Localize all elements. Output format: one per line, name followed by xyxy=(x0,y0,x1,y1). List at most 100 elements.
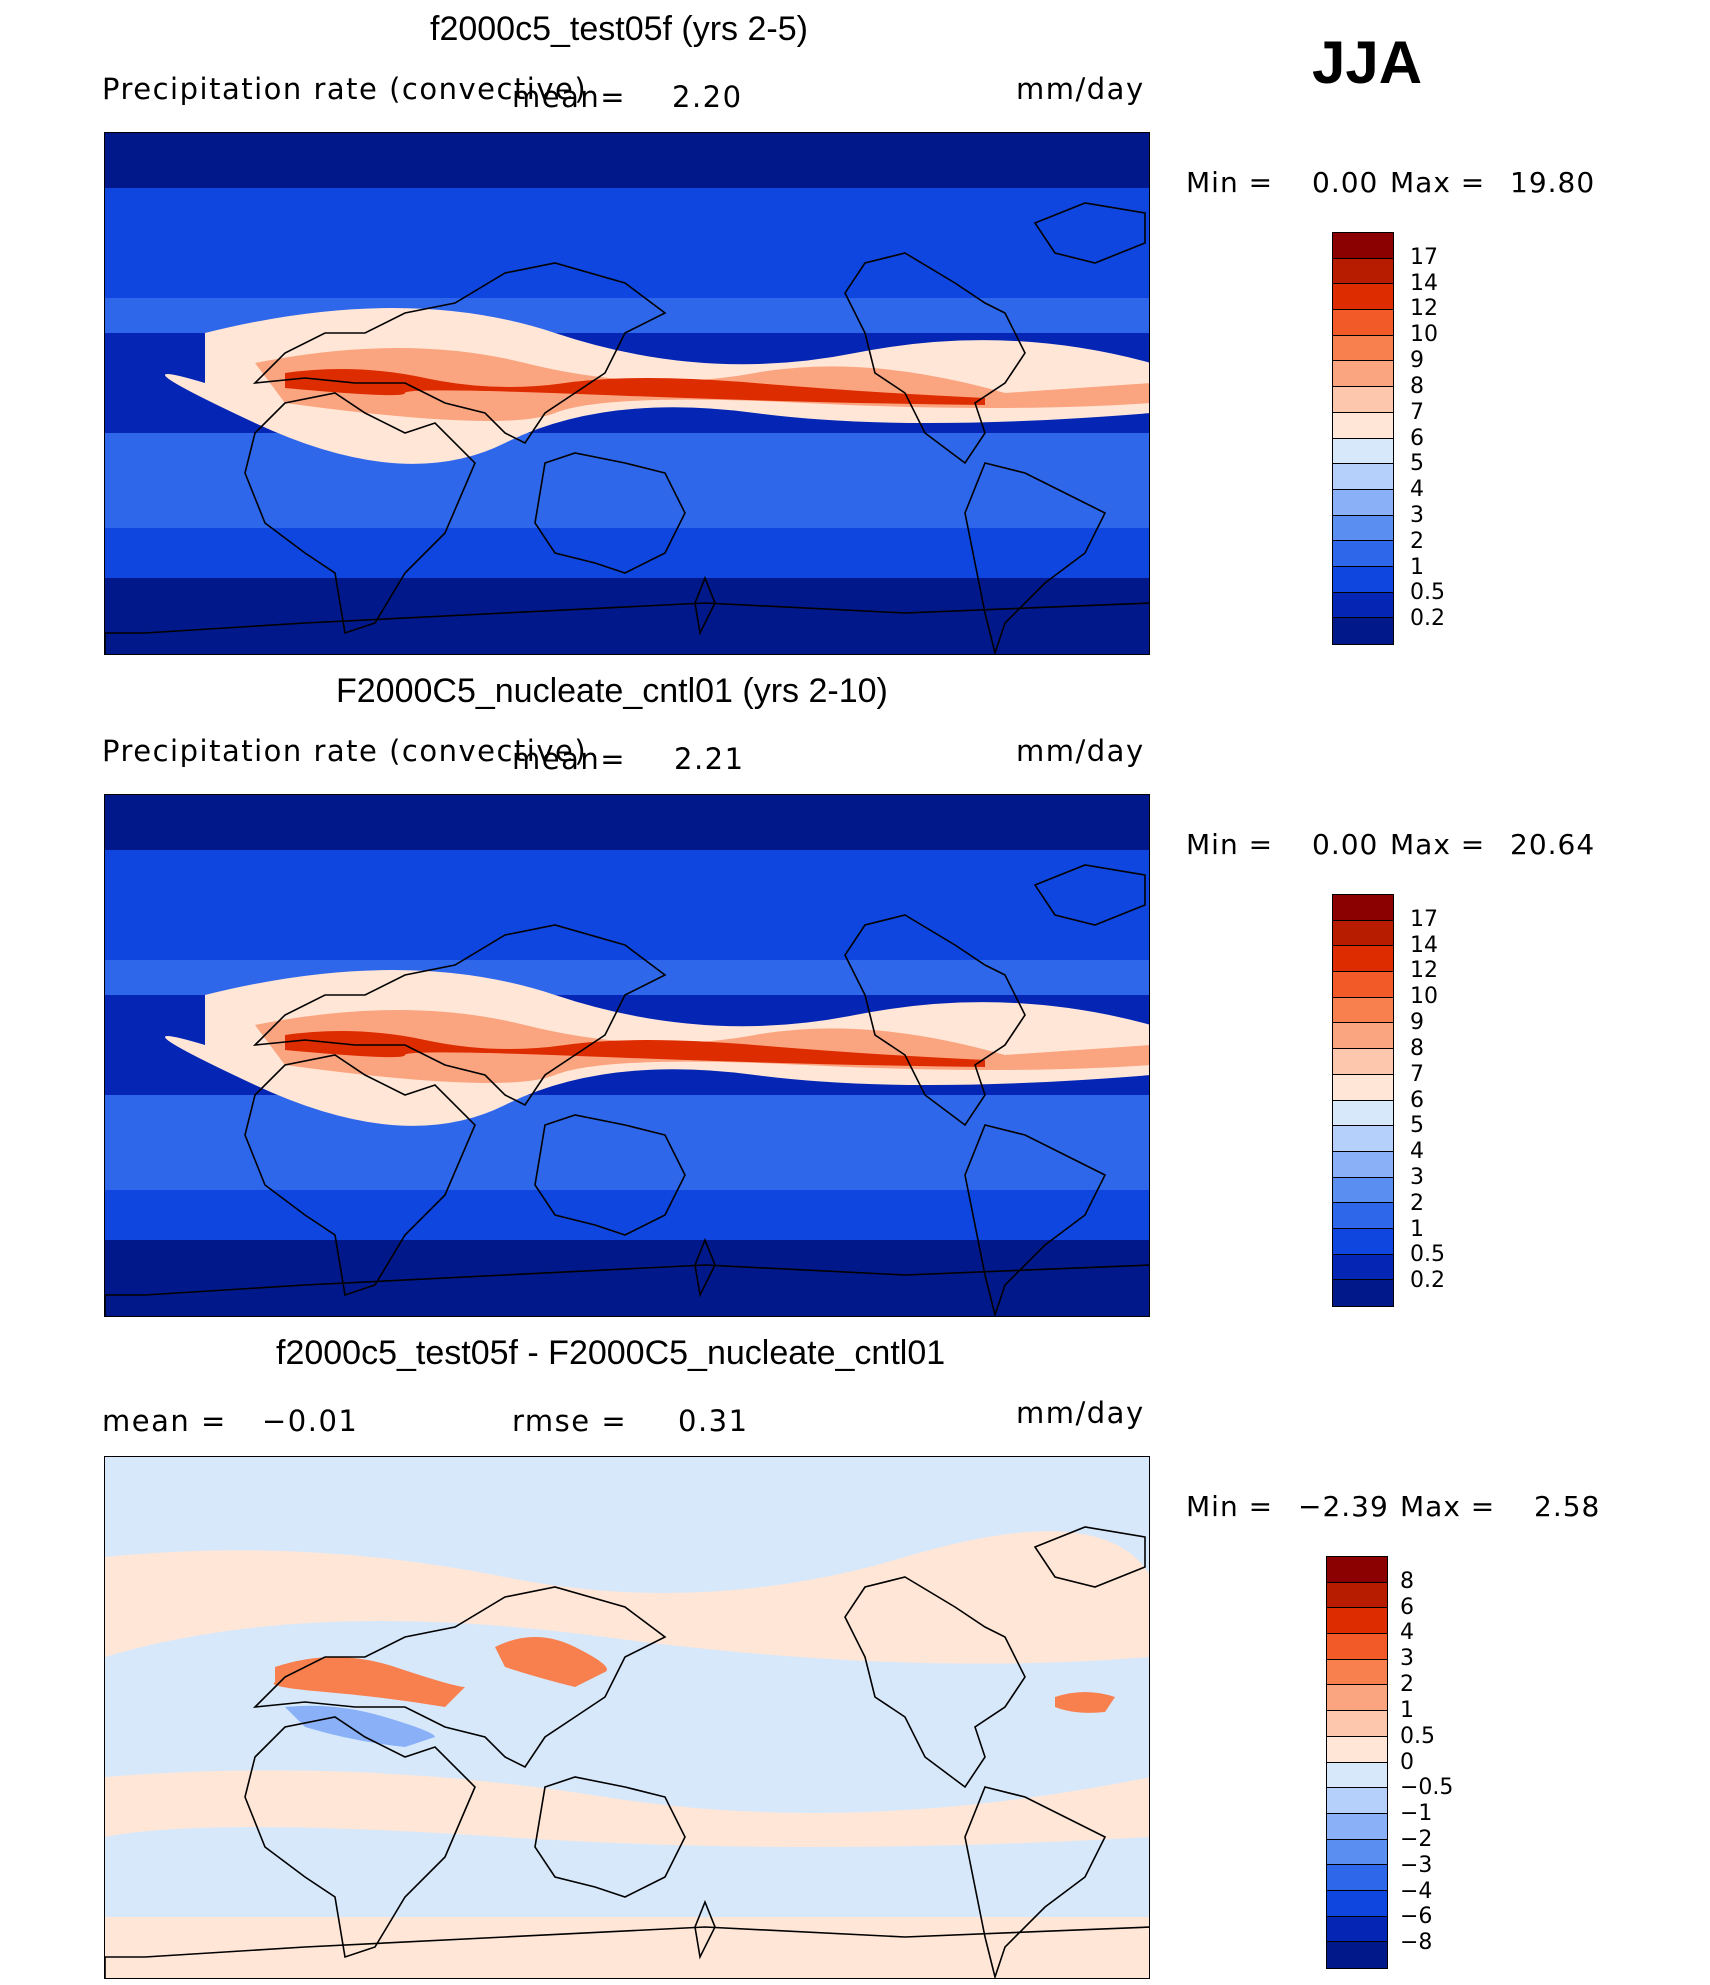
colorbar-tick-label: 0 xyxy=(1400,1749,1414,1775)
colorbar-tick-label: 4 xyxy=(1400,1620,1414,1646)
variable-label: Precipitation rate (convective) xyxy=(102,72,588,106)
colorbar-swatch xyxy=(1327,1711,1387,1737)
mean-label: mean = xyxy=(102,1404,227,1438)
colorbar-tick-label: 4 xyxy=(1410,477,1424,503)
units-label: mm/day xyxy=(1016,72,1145,106)
colorbar-swatch xyxy=(1327,1659,1387,1686)
colorbar-swatch xyxy=(1333,335,1393,362)
colorbar-swatch xyxy=(1333,1177,1393,1204)
colorbar-swatch xyxy=(1333,1203,1393,1229)
colorbar-swatch xyxy=(1333,566,1393,593)
max-value: 2.58 xyxy=(1534,1490,1601,1523)
colorbar-tick-label: 12 xyxy=(1410,296,1438,322)
colorbar-swatch xyxy=(1327,1582,1387,1609)
min-value: −2.39 xyxy=(1298,1490,1389,1523)
colorbar-tick-label: 17 xyxy=(1410,906,1438,932)
colorbar-tick-label: 6 xyxy=(1400,1594,1414,1620)
colorbar-tick-label: 2 xyxy=(1410,528,1424,554)
colorbar-swatch xyxy=(1333,233,1393,259)
precip-map xyxy=(104,132,1150,655)
colorbar-tick-label: 3 xyxy=(1410,502,1424,528)
colorbar-tick-label: 0.5 xyxy=(1410,580,1445,606)
colorbar-tick-label: 5 xyxy=(1410,451,1424,477)
colorbar-tick-label: 12 xyxy=(1410,958,1438,984)
colorbar-tick-label: −3 xyxy=(1400,1852,1433,1878)
colorbar-swatch xyxy=(1333,310,1393,336)
colorbar-swatch xyxy=(1333,1049,1393,1075)
colorbar xyxy=(1332,232,1394,645)
min-label: Min = xyxy=(1186,166,1274,199)
colorbar-tick-label: 9 xyxy=(1410,348,1424,374)
colorbar-swatch xyxy=(1327,1942,1387,1968)
colorbar-swatch xyxy=(1333,464,1393,490)
mean-value: 2.20 xyxy=(672,80,743,114)
colorbar-tick-label: −4 xyxy=(1400,1878,1433,1904)
colorbar-swatch xyxy=(1327,1608,1387,1635)
max-label: Max = xyxy=(1390,828,1486,861)
min-label: Min = xyxy=(1186,1490,1274,1523)
colorbar-tick-label: 2 xyxy=(1410,1190,1424,1216)
colorbar-tick-label: −1 xyxy=(1400,1801,1433,1827)
colorbar-tick-label: 7 xyxy=(1410,1061,1424,1087)
colorbar xyxy=(1326,1556,1388,1969)
colorbar-swatch xyxy=(1333,1100,1393,1127)
colorbar-tick-label: 8 xyxy=(1400,1568,1414,1594)
colorbar-swatch xyxy=(1333,284,1393,311)
colorbar-tick-label: 10 xyxy=(1410,984,1438,1010)
colorbar-tick-label: 6 xyxy=(1410,1087,1424,1113)
precip-field xyxy=(105,133,1149,654)
colorbar-swatch xyxy=(1333,258,1393,285)
colorbar-tick-label: 6 xyxy=(1410,425,1424,451)
min-label: Min = xyxy=(1186,828,1274,861)
colorbar-tick-label: 1 xyxy=(1400,1697,1414,1723)
mean-label: mean= xyxy=(512,742,627,776)
colorbar-tick-label: 10 xyxy=(1410,322,1438,348)
colorbar-tick-label: 17 xyxy=(1410,244,1438,270)
min-value: 0.00 xyxy=(1312,166,1379,199)
colorbar-swatch xyxy=(1333,618,1393,644)
colorbar-swatch xyxy=(1333,1280,1393,1306)
colorbar-tick-label: 3 xyxy=(1410,1164,1424,1190)
mean-label: mean= xyxy=(512,80,627,114)
colorbar-swatch xyxy=(1327,1762,1387,1789)
rmse-label: rmse = xyxy=(512,1404,628,1438)
colorbar-tick-label: 3 xyxy=(1400,1646,1414,1672)
colorbar xyxy=(1332,894,1394,1307)
max-value: 20.64 xyxy=(1510,828,1596,861)
colorbar-swatch xyxy=(1333,920,1393,947)
colorbar-tick-label: 0.5 xyxy=(1400,1723,1435,1749)
max-label: Max = xyxy=(1390,166,1486,199)
colorbar-tick-label: 1 xyxy=(1410,1216,1424,1242)
min-value: 0.00 xyxy=(1312,828,1379,861)
colorbar-tick-label: 14 xyxy=(1410,270,1438,296)
colorbar-swatch xyxy=(1327,1788,1387,1814)
colorbar-swatch xyxy=(1333,1023,1393,1050)
panel-title: f2000c5_test05f - F2000C5_nucleate_cntl0… xyxy=(276,1334,946,1372)
precip-field xyxy=(105,795,1149,1316)
colorbar-swatch xyxy=(1333,515,1393,542)
max-value: 19.80 xyxy=(1510,166,1596,199)
colorbar-swatch xyxy=(1327,1890,1387,1917)
colorbar-swatch xyxy=(1333,412,1393,439)
colorbar-swatch xyxy=(1327,1685,1387,1712)
colorbar-swatch xyxy=(1333,895,1393,921)
colorbar-tick-label: 7 xyxy=(1410,399,1424,425)
colorbar-swatch xyxy=(1333,541,1393,567)
season-label: JJA xyxy=(1312,29,1423,96)
colorbar-swatch xyxy=(1327,1736,1387,1763)
colorbar-swatch xyxy=(1333,1151,1393,1178)
colorbar-swatch xyxy=(1333,361,1393,388)
colorbar-tick-label: 1 xyxy=(1410,554,1424,580)
difference-field xyxy=(105,1457,1149,1978)
panel-title: F2000C5_nucleate_cntl01 (yrs 2-10) xyxy=(336,672,888,710)
difference-map xyxy=(104,1456,1150,1979)
precip-map xyxy=(104,794,1150,1317)
colorbar-tick-label: 0.5 xyxy=(1410,1242,1445,1268)
rmse-value: 0.31 xyxy=(678,1404,749,1438)
colorbar-tick-label: 14 xyxy=(1410,932,1438,958)
colorbar-tick-label: −0.5 xyxy=(1400,1775,1454,1801)
colorbar-swatch xyxy=(1327,1839,1387,1866)
colorbar-tick-label: 9 xyxy=(1410,1010,1424,1036)
colorbar-tick-label: 8 xyxy=(1410,373,1424,399)
colorbar-swatch xyxy=(1327,1865,1387,1891)
